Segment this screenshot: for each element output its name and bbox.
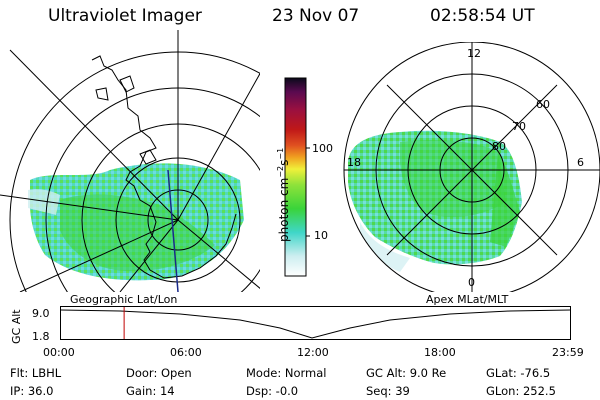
time-tick-0000: 00:00 (43, 346, 75, 359)
mlat-label-60: 60 (536, 98, 550, 111)
altitude-plot (60, 306, 571, 340)
time-tick-0600: 06:00 (170, 346, 202, 359)
dsp-info: Dsp: -0.0 (246, 384, 299, 398)
colorbar-unit-label: photon cm−2s−1 (276, 147, 291, 242)
mlat-label-80: 80 (492, 140, 506, 153)
instrument-title: Ultraviolet Imager (48, 6, 202, 26)
colorbar (284, 77, 310, 277)
mlat-label-70: 70 (512, 120, 526, 133)
time-tick-1200: 12:00 (297, 346, 329, 359)
time-label: 02:58:54 UT (430, 6, 535, 26)
glon-info: GLon: 252.5 (486, 384, 556, 398)
geographic-map (0, 30, 260, 292)
ip-info: IP: 36.0 (10, 384, 54, 398)
mode-info: Mode: Normal (246, 366, 327, 380)
door-info: Door: Open (126, 366, 192, 380)
filter-info: Flt: LBHL (10, 366, 62, 380)
altitude-ytick-low: 1.8 (32, 330, 50, 343)
seq-info: Seq: 39 (366, 384, 410, 398)
mlt-label-18: 18 (347, 156, 361, 169)
time-tick-1800: 18:00 (424, 346, 456, 359)
gc-alt-info: GC Alt: 9.0 Re (366, 366, 447, 380)
mlt-label-6: 6 (577, 156, 584, 169)
geographic-caption: Geographic Lat/Lon (70, 293, 178, 306)
altitude-ytick-high: 9.0 (32, 307, 50, 320)
time-tick-2359: 23:59 (552, 346, 584, 359)
glat-info: GLat: -76.5 (486, 366, 551, 380)
altitude-curve (60, 309, 571, 339)
altitude-ylabel: GC Alt (10, 309, 23, 344)
date-label: 23 Nov 07 (272, 6, 360, 26)
gain-info: Gain: 14 (126, 384, 175, 398)
mlt-label-0: 0 (468, 276, 475, 289)
continent-outline (91, 55, 237, 279)
magnetic-caption: Apex MLat/MLT (426, 293, 509, 306)
colorbar-tick-100: 100 (312, 142, 333, 155)
magnetic-polar-plot (343, 42, 600, 292)
mlt-label-12: 12 (467, 47, 481, 60)
colorbar-tick-10: 10 (314, 229, 328, 242)
